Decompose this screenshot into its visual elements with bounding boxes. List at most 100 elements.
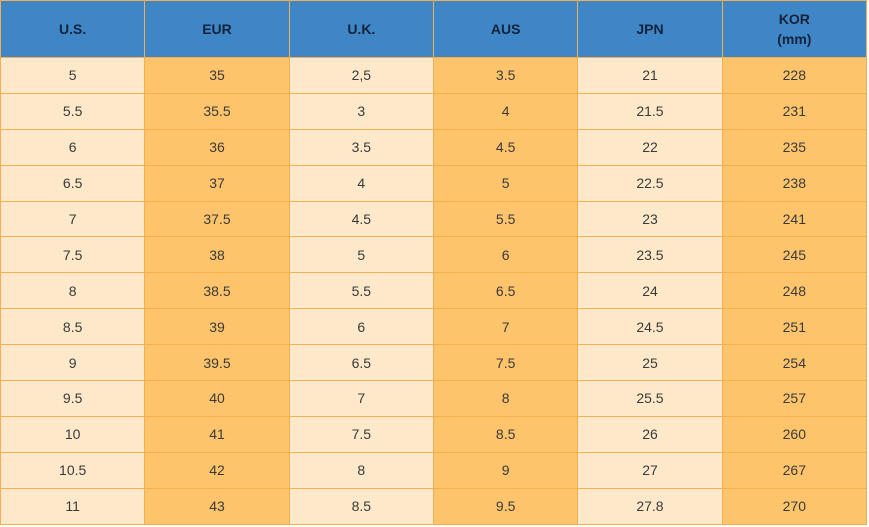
table-cell: 7: [0, 200, 146, 238]
table-cell: 235: [721, 128, 868, 166]
table-cell: 7: [432, 308, 579, 346]
table-cell: 3: [288, 92, 434, 130]
table-cell: 27: [577, 451, 723, 489]
table-cell: 8: [432, 380, 579, 417]
table-cell: 35.5: [144, 92, 290, 130]
table-cell: 23.5: [577, 236, 723, 274]
table-cell: 5.5: [0, 92, 146, 130]
table-row: 5 35 2,5 3.5 21 228: [0, 57, 868, 94]
table-cell: 7.5: [432, 344, 579, 382]
table-cell: 24: [577, 272, 723, 310]
table-cell: 7: [288, 380, 434, 417]
table-row: 10 41 7.5 8.5 26 260: [0, 415, 868, 453]
table-cell: 241: [721, 200, 868, 238]
table-cell: 270: [721, 487, 868, 525]
table-row: 11 43 8.5 9.5 27.8 270: [0, 487, 868, 525]
table-cell: 238: [721, 164, 868, 202]
table-body: 5 35 2,5 3.5 21 228 5.5 35.5 3 4 21.5 231 6 36 3.5 4.5 2…: [0, 57, 868, 525]
table-cell: 21.5: [577, 92, 723, 130]
table-cell: 254: [721, 344, 868, 382]
column-header: EUR: [144, 0, 290, 58]
table-cell: 257: [721, 380, 868, 417]
table-cell: 2,5: [288, 57, 434, 94]
table-cell: 24.5: [577, 308, 723, 346]
table-cell: 39: [144, 308, 290, 346]
table-row: 9 39.5 6.5 7.5 25 254: [0, 344, 868, 382]
table-cell: 4: [432, 92, 579, 130]
table-cell: 10: [0, 415, 146, 453]
table-row: 8 38.5 5.5 6.5 24 248: [0, 272, 868, 310]
column-header: U.S.: [0, 0, 146, 58]
table-cell: 248: [721, 272, 868, 310]
column-header: AUS: [432, 0, 579, 58]
table-cell: 6.5: [432, 272, 579, 310]
table-cell: 267: [721, 451, 868, 489]
table-cell: 8.5: [288, 487, 434, 525]
table-cell: 8: [288, 451, 434, 489]
table-row: 6.5 37 4 5 22.5 238: [0, 164, 868, 202]
table-cell: 7.5: [288, 415, 434, 453]
table-cell: 25.5: [577, 380, 723, 417]
table-cell: 10.5: [0, 451, 146, 489]
table-cell: 36: [144, 128, 290, 166]
table-row: 7.5 38 5 6 23.5 245: [0, 236, 868, 274]
table-cell: 22: [577, 128, 723, 166]
table-cell: 4.5: [432, 128, 579, 166]
table-row: 8.5 39 6 7 24.5 251: [0, 308, 868, 346]
table-cell: 43: [144, 487, 290, 525]
table-cell: 231: [721, 92, 868, 130]
table-cell: 3.5: [288, 128, 434, 166]
table-cell: 251: [721, 308, 868, 346]
table-cell: 3.5: [432, 57, 579, 94]
table-cell: 9.5: [0, 380, 146, 417]
column-header: KOR (mm): [721, 0, 868, 58]
table-cell: 6: [0, 128, 146, 166]
table-cell: 5: [0, 57, 146, 94]
table-cell: 6: [432, 236, 579, 274]
table-cell: 7.5: [0, 236, 146, 274]
table-cell: 38.5: [144, 272, 290, 310]
table-cell: 8.5: [0, 308, 146, 346]
table-cell: 27.8: [577, 487, 723, 525]
table-cell: 9: [0, 344, 146, 382]
table-cell: 6: [288, 308, 434, 346]
table-header: U.S. EUR U.K. AUS JPN KOR (mm): [0, 0, 868, 58]
table-cell: 228: [721, 57, 868, 94]
table-cell: 5: [288, 236, 434, 274]
header-row: U.S. EUR U.K. AUS JPN KOR (mm): [0, 0, 868, 58]
table-row: 9.5 40 7 8 25.5 257: [0, 380, 868, 417]
table-cell: 37.5: [144, 200, 290, 238]
table-cell: 9.5: [432, 487, 579, 525]
table-row: 10.5 42 8 9 27 267: [0, 451, 868, 489]
table-cell: 8: [0, 272, 146, 310]
table-cell: 35: [144, 57, 290, 94]
table-cell: 8.5: [432, 415, 579, 453]
table-cell: 40: [144, 380, 290, 417]
table-cell: 41: [144, 415, 290, 453]
table-cell: 11: [0, 487, 146, 525]
table-cell: 4.5: [288, 200, 434, 238]
table-cell: 39.5: [144, 344, 290, 382]
table-cell: 38: [144, 236, 290, 274]
table-cell: 4: [288, 164, 434, 202]
table-row: 6 36 3.5 4.5 22 235: [0, 128, 868, 166]
column-header: JPN: [577, 0, 723, 58]
table-row: 7 37.5 4.5 5.5 23 241: [0, 200, 868, 238]
table-cell: 6.5: [0, 164, 146, 202]
table-cell: 5.5: [288, 272, 434, 310]
table-cell: 6.5: [288, 344, 434, 382]
table-cell: 245: [721, 236, 868, 274]
table-cell: 5: [432, 164, 579, 202]
table-cell: 9: [432, 451, 579, 489]
table-cell: 23: [577, 200, 723, 238]
table-row: 5.5 35.5 3 4 21.5 231: [0, 92, 868, 130]
table-cell: 26: [577, 415, 723, 453]
column-header: U.K.: [288, 0, 434, 58]
table-cell: 5.5: [432, 200, 579, 238]
table-cell: 37: [144, 164, 290, 202]
table-cell: 25: [577, 344, 723, 382]
table-cell: 22.5: [577, 164, 723, 202]
table-cell: 260: [721, 415, 868, 453]
